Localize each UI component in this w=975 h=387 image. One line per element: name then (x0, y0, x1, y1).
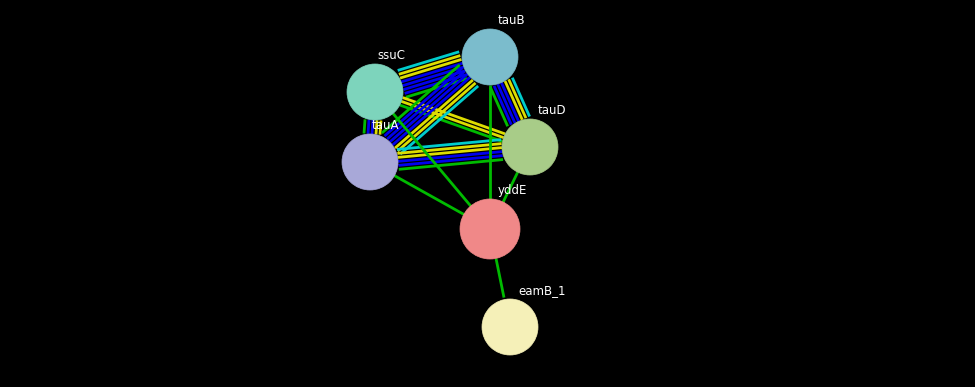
Ellipse shape (347, 64, 403, 120)
Text: tauB: tauB (498, 14, 526, 27)
Text: ssuC: ssuC (377, 49, 405, 62)
Text: tauA: tauA (372, 119, 400, 132)
Ellipse shape (460, 199, 520, 259)
Ellipse shape (462, 29, 518, 85)
Text: yddE: yddE (498, 184, 527, 197)
Text: tauD: tauD (538, 104, 566, 117)
Ellipse shape (502, 119, 558, 175)
Ellipse shape (482, 299, 538, 355)
Text: eamB_1: eamB_1 (518, 284, 566, 297)
Ellipse shape (342, 134, 398, 190)
